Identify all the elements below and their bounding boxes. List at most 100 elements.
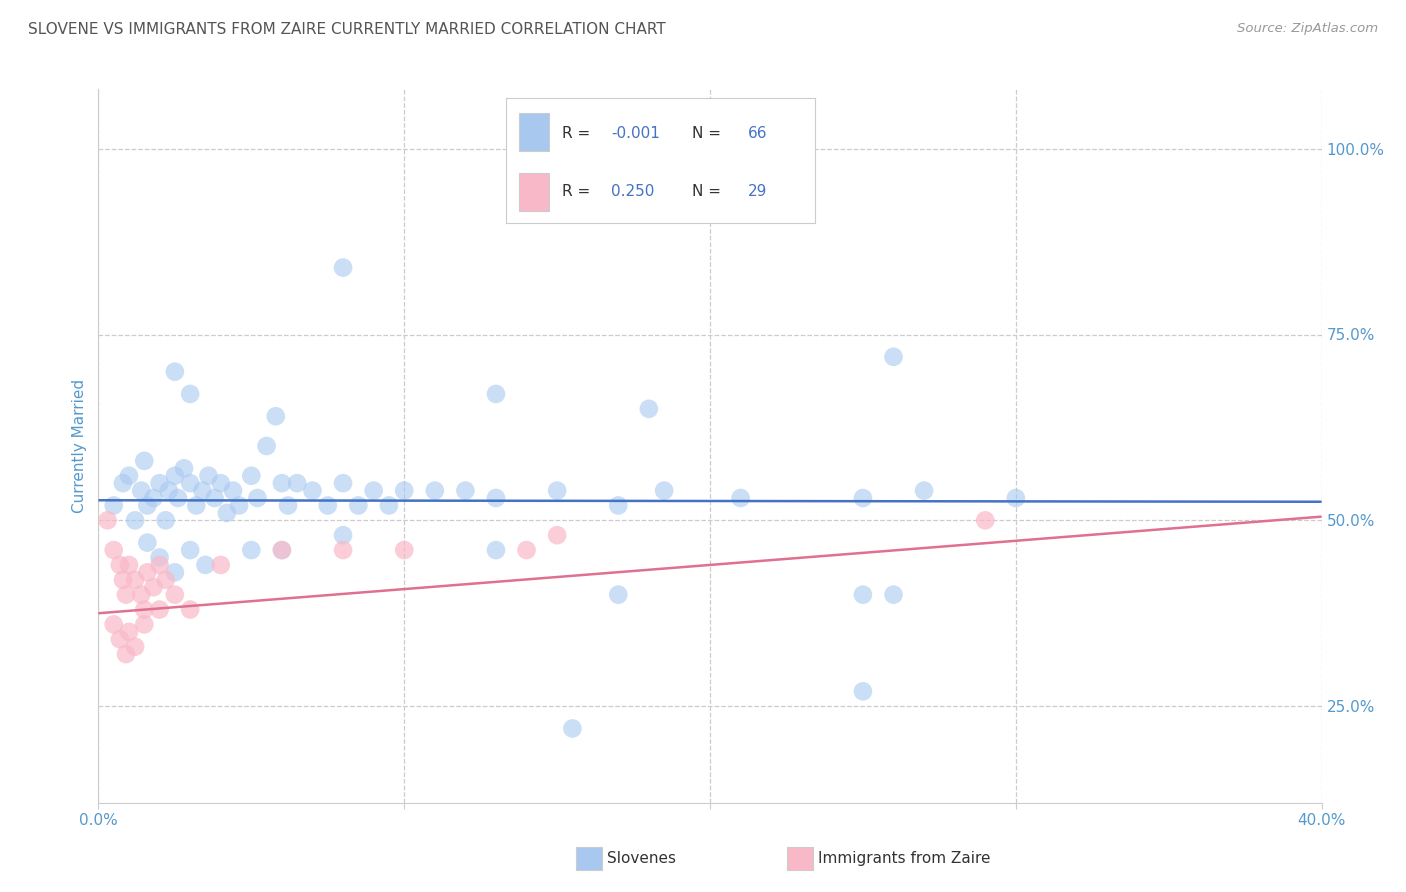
Point — [124, 640, 146, 654]
Point — [912, 483, 935, 498]
Point — [142, 580, 165, 594]
Text: Immigrants from Zaire: Immigrants from Zaire — [818, 851, 991, 866]
Point — [155, 513, 177, 527]
Point — [197, 468, 219, 483]
Point — [173, 461, 195, 475]
Point — [730, 491, 752, 505]
Point — [136, 499, 159, 513]
Point — [155, 573, 177, 587]
Bar — [519, 173, 550, 211]
Text: N =: N = — [692, 126, 725, 141]
Point — [118, 468, 141, 483]
Point — [378, 499, 401, 513]
Text: N =: N = — [692, 185, 725, 199]
Point — [204, 491, 226, 505]
Point — [124, 513, 146, 527]
Point — [136, 566, 159, 580]
Point — [883, 350, 905, 364]
Point — [392, 483, 416, 498]
Point — [392, 543, 416, 558]
Point — [852, 588, 875, 602]
Point — [134, 602, 156, 616]
Point — [222, 483, 245, 498]
Point — [1004, 491, 1026, 505]
Point — [149, 550, 172, 565]
Point — [240, 543, 263, 558]
Point — [149, 558, 172, 572]
Point — [652, 483, 675, 498]
Text: R =: R = — [562, 185, 600, 199]
Point — [179, 476, 201, 491]
Point — [111, 573, 134, 587]
Text: 66: 66 — [748, 126, 766, 141]
Point — [163, 566, 186, 580]
Bar — [519, 113, 550, 151]
Point — [285, 476, 308, 491]
Point — [561, 722, 583, 736]
Point — [108, 632, 131, 647]
Text: -0.001: -0.001 — [612, 126, 661, 141]
Point — [264, 409, 287, 424]
Text: Source: ZipAtlas.com: Source: ZipAtlas.com — [1237, 22, 1378, 36]
Point — [142, 491, 165, 505]
Point — [163, 365, 186, 379]
Point — [240, 468, 263, 483]
Y-axis label: Currently Married: Currently Married — [72, 379, 87, 513]
Point — [607, 588, 630, 602]
Point — [103, 617, 125, 632]
Point — [332, 476, 354, 491]
Text: Slovenes: Slovenes — [607, 851, 676, 866]
Point — [301, 483, 323, 498]
Point — [270, 543, 292, 558]
Point — [485, 543, 508, 558]
Point — [883, 588, 905, 602]
Point — [332, 260, 354, 275]
Point — [191, 483, 214, 498]
Point — [363, 483, 385, 498]
Point — [228, 499, 250, 513]
Point — [129, 483, 152, 498]
Point — [115, 588, 138, 602]
Point — [136, 535, 159, 549]
Point — [103, 499, 125, 513]
Point — [179, 387, 201, 401]
Point — [852, 491, 875, 505]
Point — [194, 558, 217, 572]
Point — [111, 476, 134, 491]
Text: R =: R = — [562, 126, 595, 141]
Point — [332, 528, 354, 542]
Point — [316, 499, 339, 513]
Point — [149, 602, 172, 616]
Point — [270, 543, 292, 558]
Point — [103, 543, 125, 558]
Point — [129, 588, 152, 602]
Point — [115, 647, 138, 661]
Point — [209, 476, 232, 491]
Point — [179, 602, 201, 616]
Point — [163, 468, 186, 483]
Point — [118, 558, 141, 572]
Point — [454, 483, 477, 498]
Point — [215, 506, 238, 520]
Point — [179, 543, 201, 558]
Text: 0.250: 0.250 — [612, 185, 655, 199]
Text: SLOVENE VS IMMIGRANTS FROM ZAIRE CURRENTLY MARRIED CORRELATION CHART: SLOVENE VS IMMIGRANTS FROM ZAIRE CURRENT… — [28, 22, 666, 37]
Point — [124, 573, 146, 587]
Point — [134, 454, 156, 468]
Point — [852, 684, 875, 698]
Point — [974, 513, 997, 527]
Point — [516, 543, 538, 558]
Point — [277, 499, 299, 513]
Point — [163, 588, 186, 602]
Point — [149, 476, 172, 491]
Point — [118, 624, 141, 639]
Point — [485, 491, 508, 505]
Point — [637, 401, 661, 416]
Point — [485, 387, 508, 401]
Point — [256, 439, 278, 453]
Point — [97, 513, 120, 527]
Point — [246, 491, 269, 505]
Point — [423, 483, 446, 498]
Point — [546, 528, 568, 542]
Point — [209, 558, 232, 572]
